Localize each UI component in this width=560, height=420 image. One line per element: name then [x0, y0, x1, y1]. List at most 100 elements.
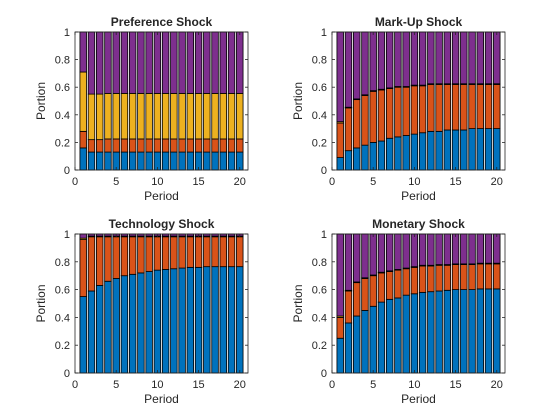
bar-segment	[377, 31, 386, 90]
axes-box	[331, 31, 506, 171]
panel-technology-shock: 0 5 10 15 20 0 0.2 0.4 0.6 0.8 1 Technology Shock Pe…	[34, 217, 249, 406]
bar-segment	[236, 31, 244, 94]
bar-segment	[227, 31, 236, 94]
bar-segment	[87, 31, 96, 95]
bar-segment	[435, 130, 443, 171]
bar-segment	[476, 233, 484, 264]
y-tick-label: 0	[64, 368, 70, 380]
x-tick-label: 15	[449, 379, 461, 391]
bar-segment	[79, 147, 87, 171]
bar-segment	[369, 233, 377, 276]
chart-title: Technology Shock	[109, 217, 215, 231]
bar-segment	[120, 138, 129, 153]
bar-segment	[460, 129, 468, 171]
bar-segment	[128, 93, 137, 140]
bar-segment	[96, 151, 104, 171]
bar-segment	[203, 266, 211, 374]
bar-segment	[476, 128, 484, 171]
x-tick-label: 15	[449, 176, 461, 188]
bar-segment	[344, 31, 353, 108]
y-axis-label: Portion	[34, 284, 48, 322]
bar-segment	[353, 282, 361, 317]
y-tick-label: 0.2	[55, 137, 70, 149]
bar-segment	[451, 84, 460, 131]
bar-segment	[435, 31, 443, 85]
bar-segment	[79, 130, 87, 149]
y-tick-label: 0.8	[55, 55, 70, 67]
bar-segment	[394, 233, 402, 270]
bar-segment	[96, 93, 104, 141]
bar-segment	[137, 272, 145, 374]
y-tick-label: 1	[64, 229, 70, 241]
bar-segment	[484, 128, 493, 171]
bar-segment	[451, 31, 460, 85]
bar-segment	[178, 236, 186, 269]
bar-segment	[219, 138, 227, 153]
bar-segment	[145, 31, 153, 94]
bar-segment	[145, 93, 153, 140]
bar-segment	[170, 138, 178, 153]
bar-segment	[443, 264, 452, 291]
bar-segment	[369, 305, 377, 374]
bar-segment	[219, 93, 227, 140]
bar-segment	[344, 322, 353, 374]
bar-segment	[336, 316, 344, 339]
y-tick-label: 0.4	[312, 110, 327, 122]
y-tick-label: 0	[321, 368, 327, 380]
bar-segment	[87, 290, 96, 374]
bar-segment	[435, 233, 443, 265]
x-tick-label: 20	[234, 176, 246, 188]
bar-segment	[153, 93, 162, 140]
bar-segment	[418, 132, 427, 171]
bar-segment	[476, 31, 484, 85]
x-tick-label: 15	[192, 379, 204, 391]
bar-segment	[137, 138, 145, 153]
bar-segment	[186, 151, 195, 171]
bar-segment	[219, 151, 227, 171]
bar-segment	[402, 294, 410, 374]
bar-segment	[120, 275, 129, 374]
y-tick-label: 0.6	[55, 82, 70, 94]
bar-segment	[153, 138, 162, 153]
x-tick-label: 15	[192, 176, 204, 188]
bar-segment	[203, 93, 211, 140]
y-tick-label: 1	[64, 27, 70, 39]
bar-segment	[236, 138, 244, 153]
bar-segment	[79, 71, 87, 132]
bar-segment	[186, 93, 195, 140]
bar-segment	[120, 151, 129, 171]
bar-segment	[128, 236, 137, 275]
bar-segment	[435, 290, 443, 374]
bar-segment	[203, 151, 211, 171]
bar-segment	[170, 31, 178, 94]
bar-segment	[427, 233, 435, 266]
bar-segment	[96, 236, 104, 286]
bar-segment	[128, 138, 137, 153]
y-tick-label: 0.6	[312, 82, 327, 94]
bar-segment	[385, 88, 394, 139]
bar-segment	[427, 31, 435, 85]
y-tick-label: 0.8	[55, 257, 70, 269]
bar-segment	[137, 31, 145, 94]
bar-segment	[460, 264, 468, 290]
bar-segment	[385, 137, 394, 171]
bar-segment	[377, 233, 386, 273]
bar-segment	[410, 133, 419, 171]
bar-segment	[120, 93, 129, 140]
bar-segment	[104, 280, 112, 374]
bar-segment	[493, 233, 501, 264]
bar-segment	[468, 264, 476, 290]
bar-segment	[211, 93, 219, 140]
bar-segment	[418, 233, 427, 266]
bar-segment	[112, 278, 120, 374]
bar-segment	[443, 129, 452, 171]
bar-segment	[87, 139, 96, 153]
bar-segment	[194, 236, 203, 268]
bar-segment	[112, 31, 120, 94]
axes-box	[331, 233, 506, 374]
bar-segment	[227, 138, 236, 153]
bar-segment	[178, 267, 186, 374]
bar-segment	[153, 236, 162, 271]
bar-segment	[236, 266, 244, 374]
bar-segment	[96, 31, 104, 95]
